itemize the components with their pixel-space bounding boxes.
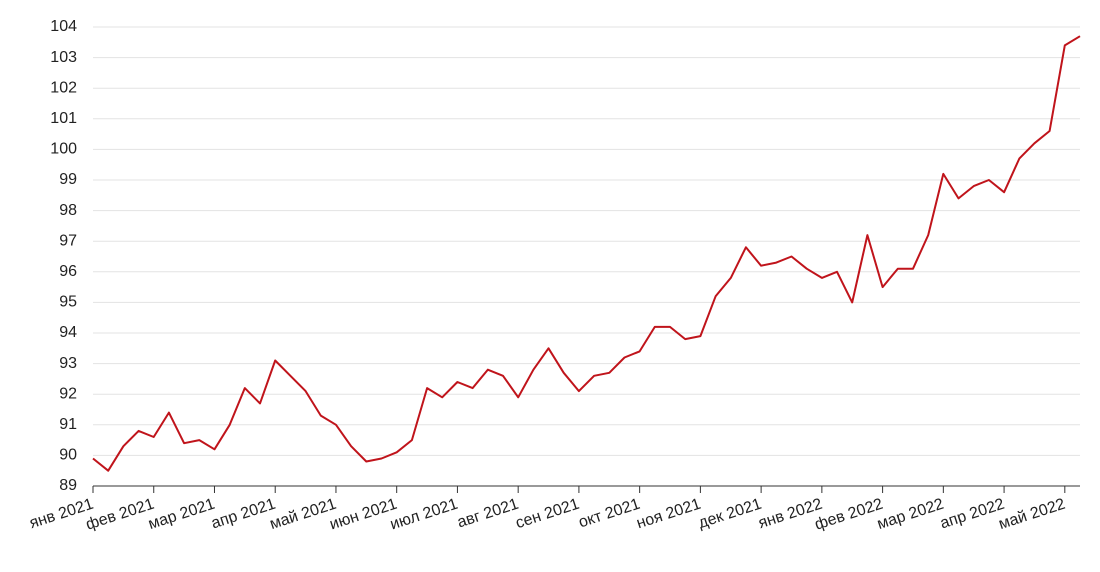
y-tick-label: 104 — [50, 18, 77, 35]
y-tick-label: 91 — [59, 416, 77, 433]
x-tick-label: окт 2021 — [577, 496, 643, 532]
x-tick-label: фев 2021 — [84, 496, 157, 534]
y-tick-label: 100 — [50, 141, 77, 158]
x-tick-label: дек 2021 — [696, 496, 763, 532]
x-tick-label: июл 2021 — [388, 496, 460, 534]
y-tick-label: 101 — [50, 110, 77, 127]
y-tick-label: 96 — [59, 263, 77, 280]
x-tick-label: мар 2022 — [875, 496, 946, 533]
y-tick-label: 99 — [59, 171, 77, 188]
x-tick-label: май 2022 — [997, 496, 1068, 533]
x-tick-label: янв 2021 — [27, 496, 95, 533]
x-tick-label: авг 2021 — [455, 496, 521, 532]
y-tick-label: 95 — [59, 294, 77, 311]
y-tick-label: 93 — [59, 355, 77, 372]
y-tick-label: 103 — [50, 49, 77, 66]
y-tick-label: 94 — [59, 324, 77, 341]
x-tick-label: июн 2021 — [328, 496, 400, 534]
y-tick-label: 98 — [59, 202, 77, 219]
x-tick-label: апр 2022 — [938, 496, 1007, 533]
x-tick-label: ноя 2021 — [634, 496, 703, 533]
y-tick-label: 97 — [59, 232, 77, 249]
x-tick-label: фев 2022 — [813, 496, 886, 534]
y-tick-label: 90 — [59, 447, 77, 464]
x-tick-label: май 2021 — [268, 496, 339, 533]
line — [92, 35, 1081, 472]
y-tick-label: 92 — [59, 385, 77, 402]
y-tick-label: 102 — [50, 79, 77, 96]
x-tick-label: апр 2021 — [209, 496, 278, 533]
y-tick-label: 89 — [59, 477, 77, 494]
x-tick-label: янв 2022 — [756, 496, 824, 533]
x-tick-label: сен 2021 — [514, 496, 582, 533]
x-tick-label: мар 2021 — [146, 496, 217, 533]
